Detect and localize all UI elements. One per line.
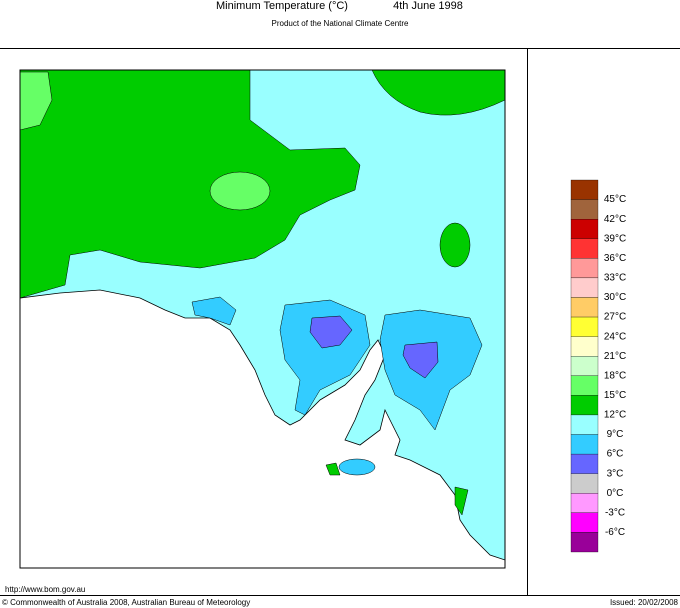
legend-label: 33°C bbox=[604, 273, 626, 284]
legend-label: 15°C bbox=[604, 390, 626, 401]
zone-12-15 bbox=[325, 462, 341, 476]
legend-label: -3°C bbox=[605, 507, 625, 518]
legend-swatch bbox=[570, 414, 599, 435]
zone-12-15 bbox=[371, 69, 506, 116]
zone-15-18 bbox=[209, 171, 271, 211]
legend-swatch bbox=[570, 493, 599, 513]
frame bbox=[0, 48, 680, 596]
legend-label: 24°C bbox=[604, 331, 626, 342]
legend-swatch bbox=[570, 356, 599, 376]
zone-3-6 bbox=[309, 315, 353, 349]
legend-label: 36°C bbox=[604, 253, 626, 264]
zone-12-15 bbox=[19, 69, 361, 299]
zone-6-9 bbox=[191, 296, 237, 326]
legend: 45°C 42°C 39°C 36°C 33°C 30°C 27°C 24°C 21°C 18°C… bbox=[570, 179, 626, 553]
url: http://www.bom.gov.au bbox=[5, 585, 85, 594]
legend-swatch bbox=[570, 473, 599, 494]
map bbox=[19, 69, 506, 569]
zone-12-15 bbox=[454, 486, 469, 516]
legend-label: 30°C bbox=[604, 292, 626, 303]
legend-swatch bbox=[570, 258, 599, 279]
legend-swatch bbox=[570, 199, 599, 220]
legend-swatch bbox=[570, 277, 599, 298]
legend-label: -6°C bbox=[605, 527, 625, 538]
subtitle: Product of the National Climate Centre bbox=[272, 19, 410, 28]
legend-swatch bbox=[570, 434, 599, 455]
legend-swatch bbox=[570, 316, 599, 337]
legend-swatch bbox=[570, 336, 599, 357]
legend-label: 45°C bbox=[604, 194, 626, 205]
legend-label: 27°C bbox=[604, 312, 626, 323]
legend-swatch bbox=[570, 532, 599, 553]
title: Minimum Temperature (°C) bbox=[216, 0, 348, 12]
copyright: © Commonwealth of Australia 2008, Austra… bbox=[2, 598, 250, 607]
legend-swatch bbox=[570, 297, 599, 318]
issued: Issued: 20/02/2008 bbox=[610, 598, 679, 607]
legend-label: 9°C bbox=[607, 429, 624, 440]
legend-swatch bbox=[570, 375, 599, 396]
legend-swatch bbox=[570, 238, 599, 259]
zone-3-6 bbox=[402, 341, 439, 379]
legend-swatch bbox=[570, 395, 599, 416]
legend-swatch bbox=[570, 512, 599, 533]
legend-label: 21°C bbox=[604, 351, 626, 362]
legend-label: 18°C bbox=[604, 370, 626, 381]
legend-label: 12°C bbox=[604, 410, 626, 421]
legend-swatch bbox=[570, 179, 599, 200]
legend-swatch bbox=[570, 219, 599, 239]
island bbox=[338, 458, 376, 476]
legend-label: 0°C bbox=[607, 488, 624, 499]
legend-swatch bbox=[570, 453, 599, 474]
date: 4th June 1998 bbox=[393, 0, 463, 12]
legend-label: 39°C bbox=[604, 233, 626, 244]
legend-label: 3°C bbox=[607, 468, 624, 479]
zone-12-15 bbox=[439, 222, 471, 268]
legend-label: 42°C bbox=[604, 214, 626, 225]
legend-label: 6°C bbox=[607, 449, 624, 460]
map-border bbox=[19, 69, 506, 569]
